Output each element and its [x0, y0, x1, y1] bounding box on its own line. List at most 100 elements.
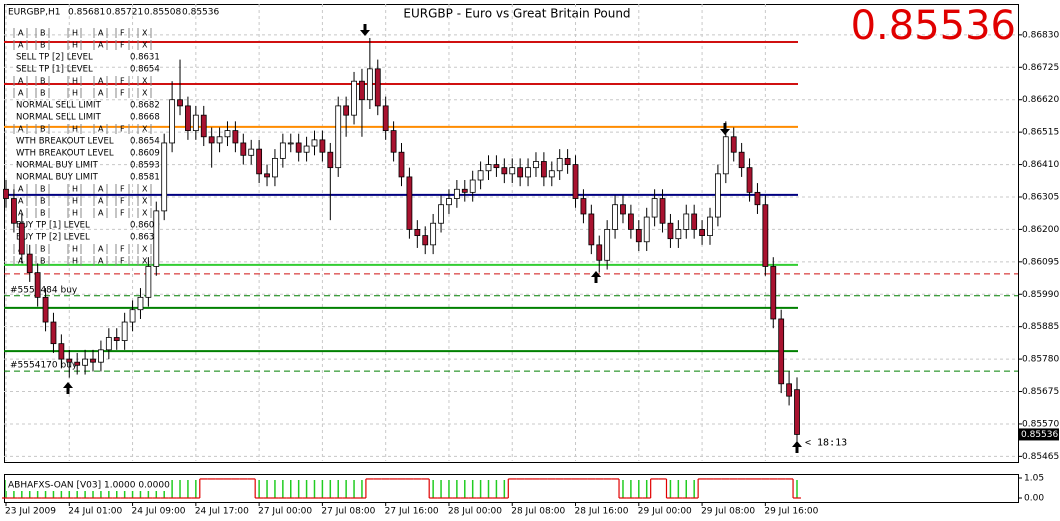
panel-flag: F: [120, 89, 125, 98]
panel-flag: A: [98, 125, 104, 134]
candle-body: [327, 151, 334, 169]
panel-flag: A: [18, 257, 24, 266]
chart-title: EURGBP - Euro vs Great Britain Pound: [403, 7, 630, 21]
panel-flag: B: [40, 185, 46, 194]
y-tick-label: 0.86620: [1022, 95, 1059, 105]
time-left: < 18:13: [805, 437, 847, 448]
panel-label: NORMAL BUY LIMIT: [16, 173, 99, 183]
candle-body: [722, 136, 729, 175]
candle-body: [738, 151, 745, 169]
panel-flag: A: [98, 245, 104, 254]
candle-body: [778, 318, 785, 385]
panel-flag: H: [72, 197, 78, 206]
panel-flag: A: [18, 77, 24, 86]
candle-body: [659, 198, 666, 224]
candle-body: [137, 296, 144, 311]
candle-body: [200, 114, 207, 138]
panel-flag: B: [40, 89, 46, 98]
x-tick-label: 29 Jul 00:00: [638, 507, 692, 517]
candle-body: [42, 296, 49, 323]
candle-body: [548, 170, 555, 178]
arrow-down: [720, 123, 730, 135]
candle-body: [430, 222, 437, 246]
panel-flag: B: [40, 257, 46, 266]
order-label: #5554484 buy: [10, 285, 78, 295]
panel-label: BUY TP [2] LEVEL: [16, 233, 90, 243]
panel-label: SELL TP [2] LEVEL: [16, 53, 93, 63]
candle-body: [699, 229, 705, 236]
candle-body: [651, 198, 658, 218]
panel-flag: A: [98, 89, 104, 98]
candle-body: [169, 99, 176, 144]
candle-body: [675, 229, 682, 240]
panel-flag: X: [142, 29, 148, 38]
panel-flag: A: [98, 257, 104, 266]
candle-body: [303, 145, 310, 153]
candle-body: [161, 142, 168, 212]
ohlc-value: 0.85681: [68, 8, 105, 18]
panel-value: 0.8593: [130, 161, 160, 171]
y-tick-label: 0.86515: [1022, 128, 1059, 138]
candle-body: [501, 167, 508, 175]
ohlc-value: 0.85508: [144, 8, 181, 18]
x-tick-label: 28 Jul 08:00: [511, 507, 565, 517]
candle-body: [564, 157, 571, 165]
candle-body: [287, 142, 294, 145]
y-tick-label: 0.85465: [1022, 452, 1059, 462]
panel-value: 0.8631: [130, 233, 160, 243]
candle-body: [18, 222, 25, 255]
y-tick-label: 0.86725: [1022, 63, 1059, 73]
panel-flag: X: [142, 125, 148, 134]
panel-value: 0.8654: [130, 137, 160, 147]
panel-label: WTH BREAKOUT LEVEL: [16, 149, 114, 159]
panel-flag: F: [120, 245, 125, 254]
panel-flag: H: [72, 257, 78, 266]
candle-body: [240, 142, 247, 156]
x-tick-label: 23 Jul 2009: [5, 507, 56, 517]
y-tick-label: 0.86200: [1022, 225, 1059, 235]
candle-body: [540, 161, 547, 178]
main-frame: [4, 4, 1019, 463]
candle-body: [351, 80, 357, 116]
panel-flag: B: [40, 125, 46, 134]
panel-flag: A: [98, 197, 104, 206]
candle-body: [398, 151, 405, 178]
candle-body: [192, 114, 199, 132]
panel-flag: A: [98, 29, 104, 38]
candle-body: [335, 105, 342, 169]
panel-value: 0.8682: [130, 101, 160, 111]
panel-label: BUY TP [1] LEVEL: [16, 221, 90, 231]
candle-body: [34, 272, 41, 298]
candle-body: [82, 358, 88, 366]
panel-label: SELL TP [1] LEVEL: [16, 65, 93, 75]
candle-body: [485, 164, 492, 172]
candle-body: [224, 130, 231, 138]
panel-flag: F: [120, 197, 125, 206]
arrow-up: [63, 382, 73, 394]
candle-body: [105, 337, 112, 351]
candle-body: [272, 157, 278, 178]
candle-body: [556, 157, 563, 172]
x-tick-label: 29 Jul 16:00: [764, 507, 818, 517]
candle-body: [762, 204, 769, 267]
panel-flag: B: [40, 77, 46, 86]
candle-body: [620, 204, 626, 215]
panel-flag: X: [142, 89, 148, 98]
panel-value: 0.8609: [130, 221, 160, 231]
panel-flag: B: [40, 245, 46, 254]
panel-value: 0.8668: [130, 113, 160, 123]
candle-body: [453, 188, 460, 199]
panel-flag: X: [142, 245, 148, 254]
panel-flag: A: [18, 89, 24, 98]
x-tick-label: 27 Jul 16:00: [385, 507, 439, 517]
panel-flag: X: [142, 185, 148, 194]
candle-body: [279, 142, 286, 159]
candle-body: [90, 358, 96, 363]
panel-label: WTH BREAKOUT LEVEL: [16, 137, 114, 147]
candle-body: [11, 198, 17, 224]
panel-flag: F: [120, 41, 125, 50]
candle-body: [145, 266, 152, 298]
indicator-y-tick-label: 0.00: [1024, 494, 1044, 504]
